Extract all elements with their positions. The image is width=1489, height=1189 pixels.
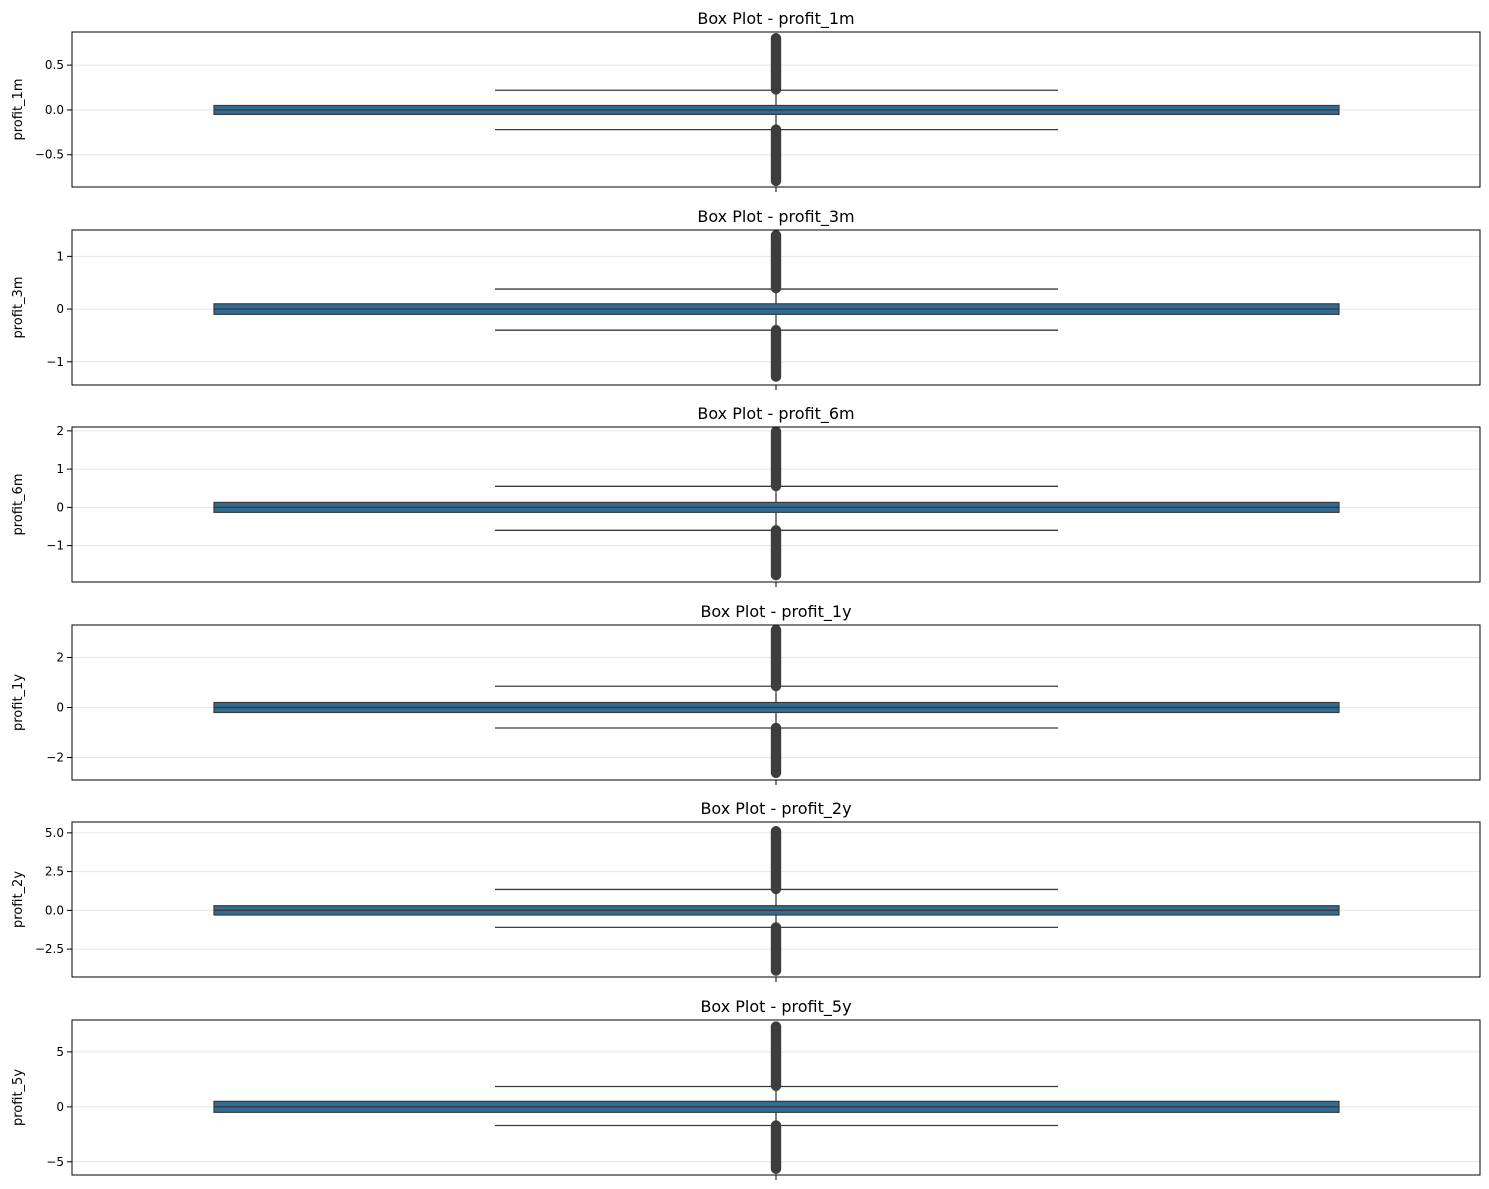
plot-title: Box Plot - profit_1m (697, 9, 854, 29)
outlier-point (770, 767, 782, 779)
axes-frame (71, 821, 1481, 978)
axes-frame (71, 1019, 1481, 1176)
outlier-point (770, 965, 782, 976)
subplot-1: Box Plot - profit_1m profit_1m 0.5 0.0 −0.5 (11, 9, 1481, 192)
outliers-low (770, 722, 782, 779)
plot-title: Box Plot - profit_2y (700, 799, 851, 819)
outlier-point (770, 84, 782, 95)
y-axis-label: profit_1m (11, 79, 26, 141)
y-tick-label: −2.5 (35, 942, 64, 956)
subplot-2: Box Plot - profit_3m profit_3m 1 0 −1 (11, 207, 1481, 390)
y-tick-label: −5 (46, 1155, 64, 1169)
y-tick-label: 0 (56, 500, 64, 514)
subplot-5: Box Plot - profit_2y profit_2y 5.0 2.5 0.0 −2… (11, 799, 1481, 982)
outliers-low (770, 525, 782, 581)
y-tick-label: 0.5 (45, 58, 64, 72)
outlier-point (770, 1080, 782, 1092)
y-tick-label: 2.5 (45, 865, 64, 879)
y-tick-label: 5 (56, 1045, 64, 1059)
outlier-point (770, 680, 782, 692)
outliers-high (770, 426, 782, 492)
outliers-high (770, 230, 782, 294)
y-tick-label: −1 (46, 355, 64, 369)
y-tick-label: 2 (56, 424, 64, 438)
y-axis-label: profit_5y (11, 1069, 26, 1126)
axes-frame (71, 624, 1481, 781)
y-axis-label: profit_2y (11, 871, 26, 928)
axes-frame (71, 31, 1481, 188)
y-tick-label: 1 (56, 462, 64, 476)
outlier-point (770, 569, 782, 581)
y-axis-label: profit_3m (11, 277, 26, 339)
outliers-high (770, 1021, 782, 1092)
y-tick-label: −0.5 (35, 148, 64, 162)
y-tick-label: 0.0 (45, 103, 64, 117)
y-tick-label: 2 (56, 651, 64, 665)
y-axis-label: profit_6m (11, 474, 26, 536)
y-tick-label: −2 (46, 751, 64, 765)
plot-title: Box Plot - profit_3m (697, 207, 854, 227)
outliers-low (770, 922, 782, 976)
subplot-3: Box Plot - profit_6m profit_6m 2 1 0 −1 (11, 404, 1481, 587)
y-tick-label: 5.0 (45, 826, 64, 840)
axes-frame (71, 426, 1481, 583)
plot-title: Box Plot - profit_5y (700, 997, 851, 1017)
outlier-point (770, 480, 782, 492)
outliers-high (770, 826, 782, 895)
outlier-point (770, 1163, 782, 1174)
subplot-4: Box Plot - profit_1y profit_1y 2 0 −2 (11, 602, 1481, 785)
y-tick-label: 0 (56, 701, 64, 715)
outliers-low (770, 124, 782, 187)
y-tick-label: 0.0 (45, 903, 64, 917)
outlier-point (770, 175, 782, 187)
y-tick-label: 0 (56, 1100, 64, 1114)
outlier-point (770, 282, 782, 294)
subplot-6: Box Plot - profit_5y profit_5y 5 0 −5 (11, 997, 1481, 1180)
outlier-point (770, 883, 782, 895)
plot-title: Box Plot - profit_6m (697, 404, 854, 424)
y-axis-label: profit_1y (11, 674, 26, 731)
outliers-high (770, 33, 782, 95)
axes-frame (71, 229, 1481, 386)
outlier-point (770, 371, 782, 382)
y-tick-label: 0 (56, 302, 64, 316)
y-tick-label: −1 (46, 539, 64, 553)
outliers-low (770, 1120, 782, 1174)
outliers-high (770, 624, 782, 692)
y-tick-label: 1 (56, 249, 64, 263)
plot-title: Box Plot - profit_1y (700, 602, 851, 622)
outliers-low (770, 324, 782, 382)
